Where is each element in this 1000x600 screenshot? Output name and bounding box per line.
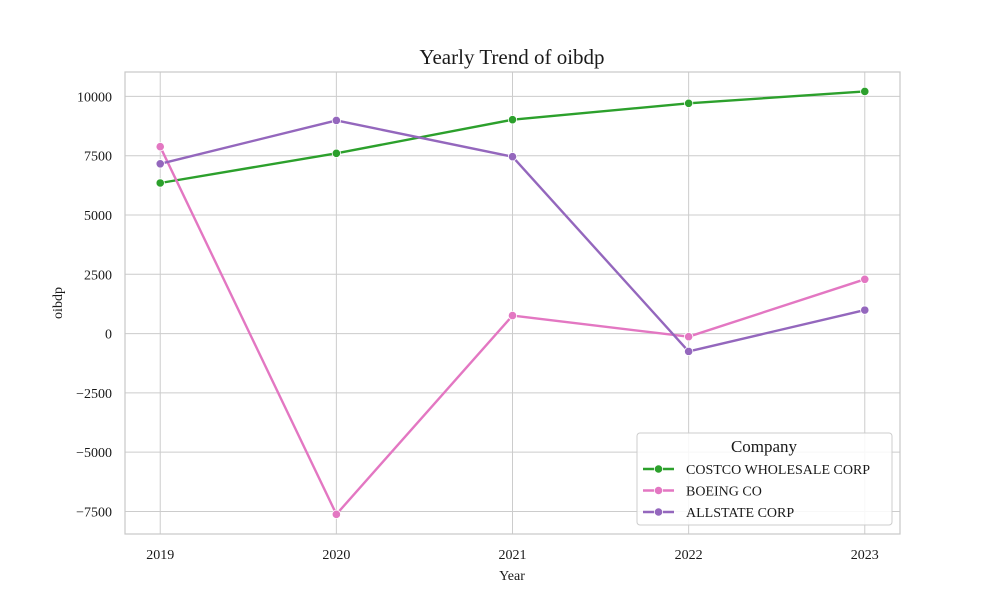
plot-frame [124,71,901,535]
data-point [331,509,341,519]
y-tick-label: 2500 [84,268,112,283]
x-tick-label: 2021 [499,548,527,563]
data-point [860,305,870,315]
legend-title: Company [731,437,798,456]
legend-items: COSTCO WHOLESALE CORP BOEING CO ALLSTATE C… [643,463,870,521]
data-point [860,86,870,97]
y-tick-label: 0 [105,328,112,343]
x-tick-label: 2023 [851,548,879,563]
y-axis-label: oibdp [51,287,66,319]
legend-marker [653,507,664,517]
legend-marker [653,485,664,496]
data-point [507,310,518,321]
legend: Company COSTCO WHOLESALE CORP BOEING CO AL… [636,432,893,526]
x-axis-label: Year [499,569,525,584]
x-tick-label: 2019 [146,548,174,563]
series-markers [155,86,870,519]
data-point [684,346,694,356]
data-point [155,178,165,188]
chart-title: Yearly Trend of oibdp [419,45,604,69]
x-tick-label: 2020 [322,548,350,563]
data-point [331,148,341,158]
grid-lines [125,72,900,534]
data-point [507,115,518,125]
y-tick-label: −5000 [76,446,112,461]
data-point [684,98,694,108]
data-point [331,115,341,125]
y-tick-label: −7500 [76,505,112,520]
legend-box [636,432,893,526]
y-tick-label: 7500 [84,150,112,165]
y-tick-label: −2500 [76,387,112,402]
data-point [155,159,165,169]
y-tick-label: 10000 [77,90,112,105]
legend-label: ALLSTATE CORP [686,506,794,521]
tick-labels: 2019 2020 2021 2022 2023 −7500 −5000 −2500 0 2500… [76,90,879,563]
data-point [684,332,694,342]
y-tick-label: 5000 [84,209,112,224]
legend-label: COSTCO WHOLESALE CORP [686,463,870,478]
data-point [155,142,165,152]
data-point [507,152,518,162]
legend-marker [653,464,664,474]
data-point [860,274,870,284]
x-tick-label: 2022 [675,548,703,563]
legend-label: BOEING CO [686,485,762,500]
